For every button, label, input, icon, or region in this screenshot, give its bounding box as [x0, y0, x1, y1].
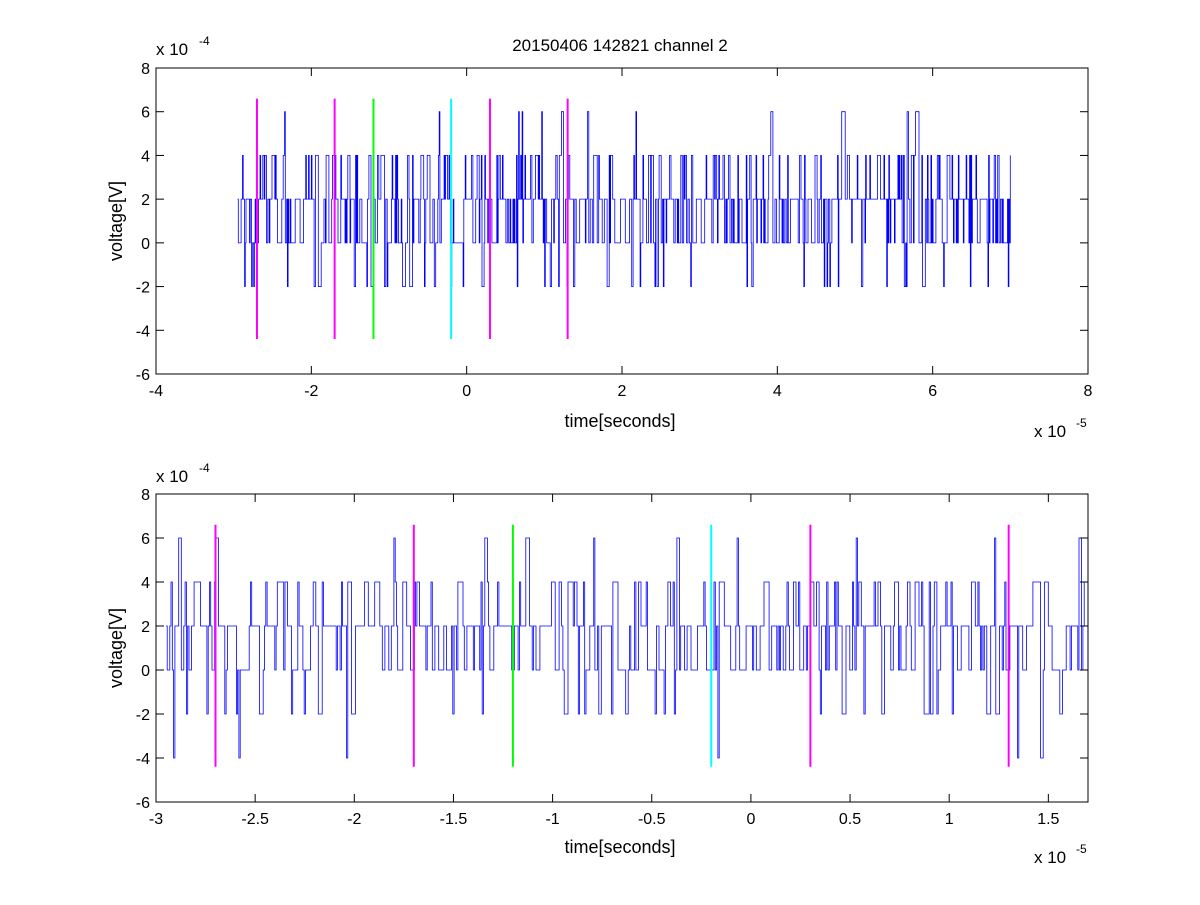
voltage-signal-line [237, 111, 1011, 288]
x-tick-label: -0.5 [638, 811, 666, 828]
y-tick-label: -4 [136, 323, 150, 340]
bottom-x-ticks: -3 -2.5 -2 -1.5 -1 -0.5 0 0.5 1 1.5 [149, 494, 1060, 828]
y-exponent-base: x 10 [156, 40, 188, 59]
y-axis-label: voltage[V] [106, 181, 126, 261]
y-tick-label: 6 [141, 105, 150, 122]
bottom-axes-box [155, 493, 1089, 803]
y-exponent-label: x 10 -4 [156, 34, 210, 59]
y-tick-label: 6 [141, 531, 150, 548]
y-tick-label: 8 [141, 61, 150, 78]
x-tick-label: -3 [149, 811, 163, 828]
top-subplot: 20150406 142821 channel 2 -4 -2 0 2 4 6 8 -6-4… [106, 34, 1093, 441]
bottom-y-ticks: -6 -4 -2 0 2 4 6 8 [136, 487, 1088, 812]
y-tick-label: -6 [136, 795, 150, 812]
x-tick-label: -2 [347, 811, 361, 828]
y-tick-label: -2 [136, 280, 150, 297]
y-tick-label: 2 [141, 192, 150, 209]
x-tick-label: -1 [545, 811, 559, 828]
x-exponent-base: x 10 [1034, 848, 1066, 867]
x-tick-label: -2.5 [241, 811, 269, 828]
x-tick-label: 1 [945, 811, 954, 828]
y-tick-label: 4 [141, 148, 150, 165]
x-tick-label: -2 [304, 383, 318, 400]
x-exponent-base: x 10 [1034, 422, 1066, 441]
x-tick-label: 4 [773, 383, 782, 400]
x-tick-label: 0 [746, 811, 755, 828]
bottom-plot-area [165, 524, 1089, 767]
x-tick-label: 6 [928, 383, 937, 400]
x-axis-label: time[seconds] [564, 837, 675, 857]
x-exponent-label: x 10 -5 [1034, 416, 1087, 441]
x-exponent-power: -5 [1076, 842, 1087, 856]
y-tick-label: -4 [136, 751, 150, 768]
x-tick-label: -1.5 [440, 811, 468, 828]
chart-title: 20150406 142821 channel 2 [512, 36, 728, 55]
x-tick-label: 8 [1084, 383, 1093, 400]
y-tick-label: 0 [141, 663, 150, 680]
y-tick-label: 0 [141, 236, 150, 253]
x-tick-label: 2 [618, 383, 627, 400]
bottom-subplot: -3 -2.5 -2 -1.5 -1 -0.5 0 0.5 1 1.5 -6 -4 -2 0 2 4 6 8 t… [106, 461, 1089, 867]
y-tick-label: 8 [141, 487, 150, 504]
x-tick-label: 0 [462, 383, 471, 400]
y-axis-label: voltage[V] [106, 608, 126, 688]
x-tick-label: 1.5 [1037, 811, 1059, 828]
y-tick-label: -6 [136, 367, 150, 384]
x-axis-label: time[seconds] [564, 411, 675, 431]
y-tick-label: 2 [141, 619, 150, 636]
y-tick-label: -2 [136, 707, 150, 724]
top-y-ticks: -6 -4 -2 0 2 4 6 8 [136, 61, 1088, 384]
voltage-signal-line [165, 537, 1089, 759]
x-exponent-label: x 10 -5 [1034, 842, 1087, 867]
x-tick-label: 0.5 [839, 811, 861, 828]
y-exponent-power: -4 [199, 461, 210, 475]
x-tick-label: -4 [149, 383, 163, 400]
x-exponent-power: -5 [1076, 416, 1087, 430]
y-tick-label: 4 [141, 575, 150, 592]
top-plot-area [237, 98, 1011, 340]
y-exponent-label: x 10 -4 [156, 461, 210, 486]
y-exponent-base: x 10 [156, 467, 188, 486]
top-x-ticks: -4 -2 0 2 4 6 8 [149, 68, 1093, 400]
top-axes-box [155, 67, 1089, 375]
y-exponent-power: -4 [199, 34, 210, 48]
